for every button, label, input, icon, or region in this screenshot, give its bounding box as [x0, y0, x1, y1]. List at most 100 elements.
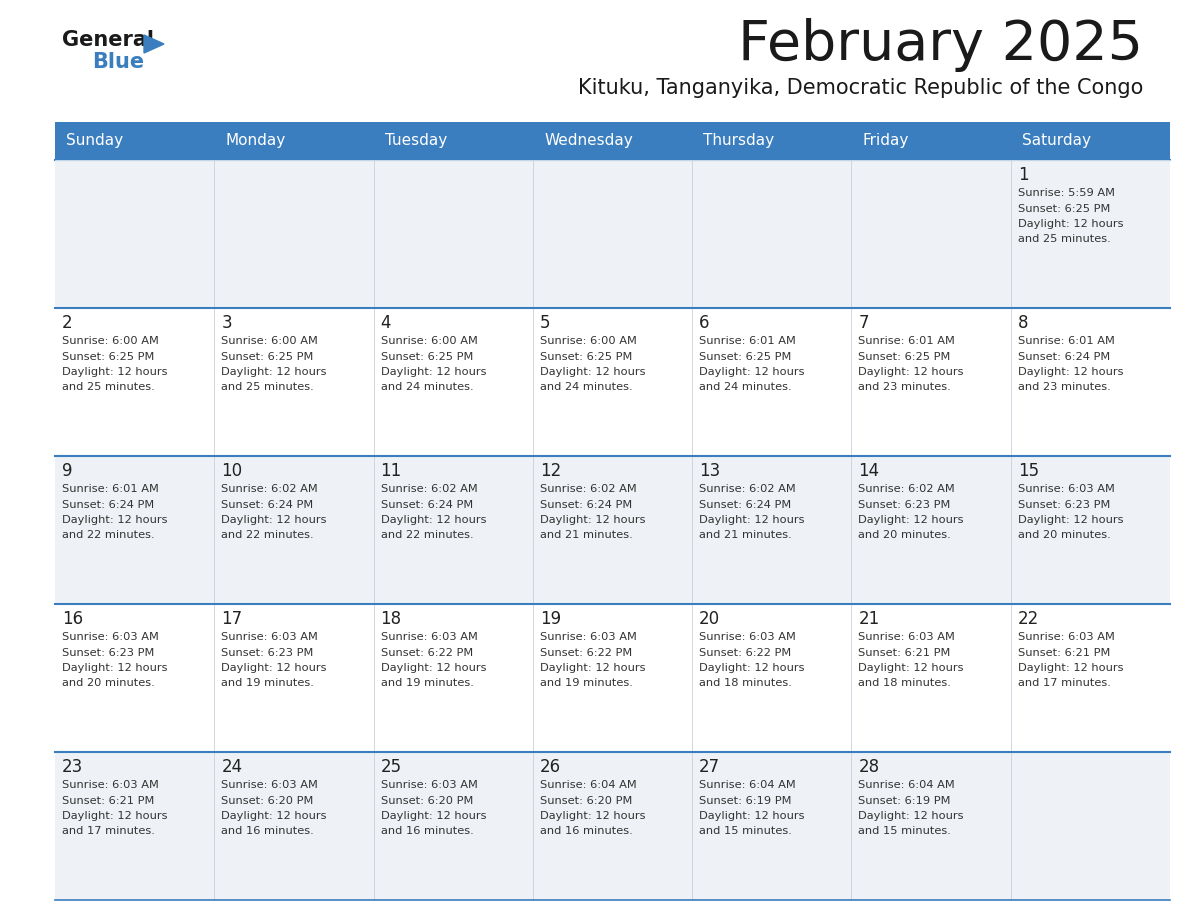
Text: 15: 15	[1018, 462, 1038, 480]
Text: 8: 8	[1018, 314, 1029, 332]
Bar	[55, 122, 214, 160]
Text: Sunrise: 6:03 AM: Sunrise: 6:03 AM	[859, 632, 955, 642]
Text: Sunset: 6:24 PM: Sunset: 6:24 PM	[380, 499, 473, 509]
Bar	[55, 456, 1170, 604]
Text: Sunrise: 6:01 AM: Sunrise: 6:01 AM	[700, 336, 796, 346]
Text: Sunset: 6:22 PM: Sunset: 6:22 PM	[539, 647, 632, 657]
Text: Daylight: 12 hours: Daylight: 12 hours	[700, 515, 804, 525]
Text: Daylight: 12 hours: Daylight: 12 hours	[1018, 663, 1123, 673]
Bar	[693, 122, 852, 160]
Text: Daylight: 12 hours: Daylight: 12 hours	[221, 367, 327, 377]
Text: Blue: Blue	[91, 52, 144, 72]
Text: Sunset: 6:19 PM: Sunset: 6:19 PM	[859, 796, 950, 805]
Text: 5: 5	[539, 314, 550, 332]
Text: Sunset: 6:24 PM: Sunset: 6:24 PM	[700, 499, 791, 509]
Text: Sunset: 6:19 PM: Sunset: 6:19 PM	[700, 796, 791, 805]
Text: Sunrise: 6:00 AM: Sunrise: 6:00 AM	[539, 336, 637, 346]
Text: and 16 minutes.: and 16 minutes.	[539, 826, 632, 836]
Text: Daylight: 12 hours: Daylight: 12 hours	[1018, 367, 1123, 377]
Text: Sunrise: 6:04 AM: Sunrise: 6:04 AM	[700, 780, 796, 790]
Text: Daylight: 12 hours: Daylight: 12 hours	[700, 663, 804, 673]
Text: Sunrise: 6:04 AM: Sunrise: 6:04 AM	[859, 780, 955, 790]
Text: 16: 16	[62, 610, 83, 628]
Text: and 23 minutes.: and 23 minutes.	[1018, 383, 1111, 393]
Text: Sunset: 6:25 PM: Sunset: 6:25 PM	[539, 352, 632, 362]
Text: Sunset: 6:25 PM: Sunset: 6:25 PM	[700, 352, 791, 362]
Text: Sunset: 6:24 PM: Sunset: 6:24 PM	[1018, 352, 1110, 362]
Text: Sunday: Sunday	[67, 133, 124, 149]
Text: and 16 minutes.: and 16 minutes.	[221, 826, 314, 836]
Text: Sunset: 6:23 PM: Sunset: 6:23 PM	[221, 647, 314, 657]
Text: and 21 minutes.: and 21 minutes.	[700, 531, 792, 541]
Text: Sunset: 6:21 PM: Sunset: 6:21 PM	[1018, 647, 1110, 657]
Text: 20: 20	[700, 610, 720, 628]
Text: and 22 minutes.: and 22 minutes.	[62, 531, 154, 541]
Text: Sunset: 6:25 PM: Sunset: 6:25 PM	[1018, 204, 1110, 214]
Text: Saturday: Saturday	[1022, 133, 1091, 149]
Text: and 23 minutes.: and 23 minutes.	[859, 383, 952, 393]
Text: 22: 22	[1018, 610, 1040, 628]
Text: and 20 minutes.: and 20 minutes.	[859, 531, 952, 541]
Text: Sunset: 6:25 PM: Sunset: 6:25 PM	[380, 352, 473, 362]
Text: and 22 minutes.: and 22 minutes.	[221, 531, 314, 541]
Text: Tuesday: Tuesday	[385, 133, 447, 149]
Text: Daylight: 12 hours: Daylight: 12 hours	[1018, 515, 1123, 525]
Text: Daylight: 12 hours: Daylight: 12 hours	[221, 663, 327, 673]
Text: and 25 minutes.: and 25 minutes.	[1018, 234, 1111, 244]
Text: 11: 11	[380, 462, 402, 480]
Text: Daylight: 12 hours: Daylight: 12 hours	[859, 663, 963, 673]
Text: Sunrise: 6:03 AM: Sunrise: 6:03 AM	[700, 632, 796, 642]
Bar	[373, 122, 533, 160]
Text: Daylight: 12 hours: Daylight: 12 hours	[380, 515, 486, 525]
Text: 10: 10	[221, 462, 242, 480]
Text: Daylight: 12 hours: Daylight: 12 hours	[221, 811, 327, 821]
Text: Sunset: 6:23 PM: Sunset: 6:23 PM	[859, 499, 950, 509]
Text: Sunset: 6:23 PM: Sunset: 6:23 PM	[62, 647, 154, 657]
Text: and 24 minutes.: and 24 minutes.	[380, 383, 473, 393]
Text: 1: 1	[1018, 166, 1029, 184]
Text: Daylight: 12 hours: Daylight: 12 hours	[859, 367, 963, 377]
Text: 24: 24	[221, 758, 242, 776]
Text: Daylight: 12 hours: Daylight: 12 hours	[62, 663, 168, 673]
Text: Sunrise: 6:00 AM: Sunrise: 6:00 AM	[380, 336, 478, 346]
Text: and 20 minutes.: and 20 minutes.	[1018, 531, 1111, 541]
Text: Daylight: 12 hours: Daylight: 12 hours	[859, 811, 963, 821]
Text: and 18 minutes.: and 18 minutes.	[700, 678, 792, 688]
Text: Sunrise: 6:00 AM: Sunrise: 6:00 AM	[62, 336, 159, 346]
Text: Sunrise: 6:03 AM: Sunrise: 6:03 AM	[1018, 484, 1114, 494]
Text: and 24 minutes.: and 24 minutes.	[700, 383, 791, 393]
Text: Wednesday: Wednesday	[544, 133, 633, 149]
Text: Sunset: 6:20 PM: Sunset: 6:20 PM	[380, 796, 473, 805]
Text: and 19 minutes.: and 19 minutes.	[221, 678, 314, 688]
Text: Sunset: 6:25 PM: Sunset: 6:25 PM	[221, 352, 314, 362]
Text: 13: 13	[700, 462, 720, 480]
Text: Daylight: 12 hours: Daylight: 12 hours	[62, 367, 168, 377]
Bar	[55, 160, 1170, 308]
Text: Daylight: 12 hours: Daylight: 12 hours	[539, 811, 645, 821]
Text: Daylight: 12 hours: Daylight: 12 hours	[62, 515, 168, 525]
Text: 14: 14	[859, 462, 879, 480]
Text: and 17 minutes.: and 17 minutes.	[1018, 678, 1111, 688]
Text: Daylight: 12 hours: Daylight: 12 hours	[539, 663, 645, 673]
Text: Sunrise: 6:02 AM: Sunrise: 6:02 AM	[700, 484, 796, 494]
Text: 9: 9	[62, 462, 72, 480]
Bar	[1011, 122, 1170, 160]
Text: Sunrise: 6:03 AM: Sunrise: 6:03 AM	[539, 632, 637, 642]
Text: Friday: Friday	[862, 133, 909, 149]
Text: Sunrise: 6:04 AM: Sunrise: 6:04 AM	[539, 780, 637, 790]
Text: Kituku, Tanganyika, Democratic Republic of the Congo: Kituku, Tanganyika, Democratic Republic …	[577, 78, 1143, 98]
Text: 7: 7	[859, 314, 868, 332]
Text: Sunset: 6:24 PM: Sunset: 6:24 PM	[539, 499, 632, 509]
Text: Sunset: 6:24 PM: Sunset: 6:24 PM	[62, 499, 154, 509]
Text: 19: 19	[539, 610, 561, 628]
Text: Daylight: 12 hours: Daylight: 12 hours	[1018, 219, 1123, 229]
Text: Sunrise: 6:03 AM: Sunrise: 6:03 AM	[62, 780, 159, 790]
Text: February 2025: February 2025	[738, 18, 1143, 72]
Text: Daylight: 12 hours: Daylight: 12 hours	[539, 367, 645, 377]
Text: Sunrise: 6:02 AM: Sunrise: 6:02 AM	[380, 484, 478, 494]
Text: Sunrise: 6:03 AM: Sunrise: 6:03 AM	[221, 632, 318, 642]
Text: and 15 minutes.: and 15 minutes.	[859, 826, 952, 836]
Text: and 17 minutes.: and 17 minutes.	[62, 826, 154, 836]
Text: Sunrise: 6:03 AM: Sunrise: 6:03 AM	[62, 632, 159, 642]
Text: Daylight: 12 hours: Daylight: 12 hours	[62, 811, 168, 821]
